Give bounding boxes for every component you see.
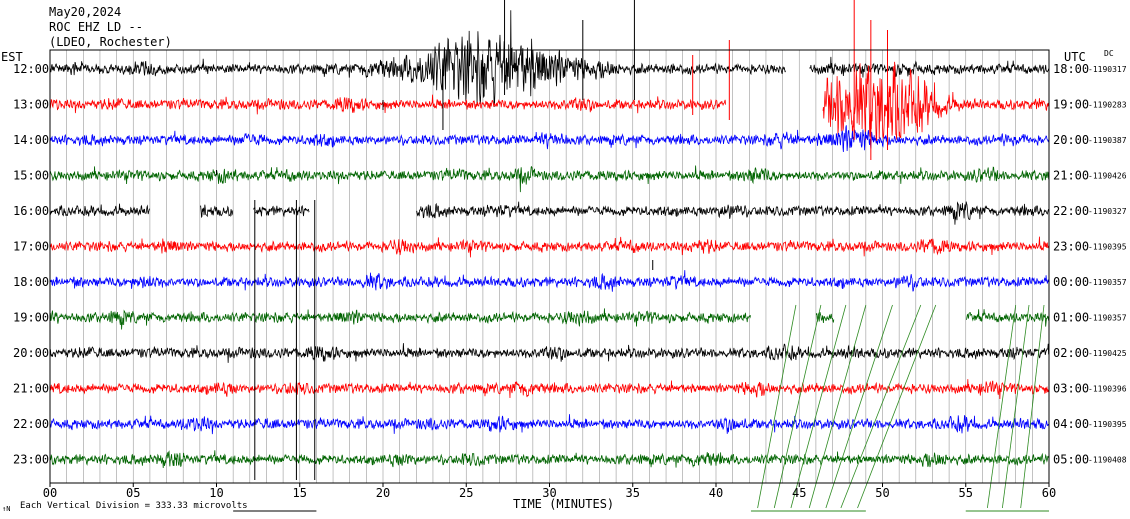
dc-offset-label: -1190387: [1088, 136, 1127, 145]
trace-row-1700: [49, 236, 1050, 258]
dc-offset-label: -1190357: [1088, 278, 1127, 287]
dc-offset-label: -1190426: [1088, 172, 1127, 181]
est-hour-label: 12:00: [13, 62, 49, 76]
trace-row-2000: [49, 343, 1050, 363]
x-tick-label: 45: [792, 486, 806, 500]
vertical-division-note: Each Vertical Division = 333.33 microvol…: [20, 501, 248, 511]
est-hour-label: 22:00: [13, 417, 49, 431]
plot-frame: [49, 49, 1050, 484]
north-mark: ↑N: [2, 505, 10, 513]
est-hour-label: 15:00: [13, 169, 49, 183]
trace-row-1600: [49, 201, 1050, 225]
dc-offset-label: -1190396: [1088, 385, 1127, 394]
left-timezone-label: EST: [1, 50, 23, 64]
event-markers: [216, 0, 1049, 512]
dc-offset-label: -1190317: [1088, 65, 1127, 74]
trace-row-2200: [49, 414, 1050, 435]
est-hour-label: 20:00: [13, 346, 49, 360]
dc-offset-label: -1190357: [1088, 314, 1127, 323]
x-tick-label: 55: [959, 486, 973, 500]
trace-row-1900: [49, 308, 1050, 330]
x-tick-label: 50: [875, 486, 889, 500]
event-diagonal: [773, 304, 822, 509]
utc-hour-label: 23:00: [1053, 240, 1089, 254]
utc-hour-label: 20:00: [1053, 133, 1089, 147]
est-hour-label: 21:00: [13, 382, 49, 396]
network-label: (LDEO, Rochester): [49, 35, 172, 49]
utc-hour-label: 22:00: [1053, 204, 1089, 218]
x-tick-label: 30: [542, 486, 556, 500]
x-tick-label: 20: [376, 486, 390, 500]
dc-offset-label: -1190425: [1088, 349, 1127, 358]
dc-offset-label: -1190408: [1088, 456, 1127, 465]
utc-hour-label: 02:00: [1053, 346, 1089, 360]
x-tick-label: 00: [43, 486, 57, 500]
est-hour-label: 16:00: [13, 204, 49, 218]
x-tick-label: 25: [459, 486, 473, 500]
utc-hour-label: 00:00: [1053, 275, 1089, 289]
utc-hour-label: 18:00: [1053, 62, 1089, 76]
x-tick-label: 10: [209, 486, 223, 500]
station-label: ROC EHZ LD --: [49, 20, 143, 34]
date-label: May20,2024: [49, 5, 121, 19]
trace-row-1800: [49, 270, 1050, 292]
event-diagonal: [857, 304, 937, 509]
event-diagonal: [986, 304, 1017, 509]
event-diagonal: [808, 304, 867, 509]
utc-hour-label: 01:00: [1053, 311, 1089, 325]
event-diagonal: [1020, 304, 1045, 509]
dc-offset-label: -1190327: [1088, 207, 1127, 216]
x-tick-label: 05: [126, 486, 140, 500]
est-hour-label: 23:00: [13, 453, 49, 467]
utc-hour-label: 19:00: [1053, 98, 1089, 112]
est-hour-label: 14:00: [13, 133, 49, 147]
utc-hour-label: 03:00: [1053, 382, 1089, 396]
utc-hour-label: 21:00: [1053, 169, 1089, 183]
utc-hour-label: 04:00: [1053, 417, 1089, 431]
trace-row-2100: [49, 379, 1050, 400]
event-diagonal: [757, 304, 797, 509]
trace-row-1200: [49, 10, 1050, 108]
event-diagonal: [1001, 304, 1030, 509]
x-axis-label: TIME (MINUTES): [513, 497, 614, 511]
event-diagonal: [790, 304, 847, 509]
est-hour-label: 19:00: [13, 311, 49, 325]
dc-offset-label: -1190395: [1088, 243, 1127, 252]
est-hour-label: 13:00: [13, 98, 49, 112]
est-hour-label: 17:00: [13, 240, 49, 254]
x-tick-label: 35: [626, 486, 640, 500]
x-tick-label: 40: [709, 486, 723, 500]
event-diagonal: [825, 304, 893, 509]
trace-row-2300: [49, 450, 1050, 469]
right-timezone-label: UTC: [1064, 50, 1086, 64]
utc-hour-label: 05:00: [1053, 453, 1089, 467]
x-tick-label: 15: [293, 486, 307, 500]
trace-row-1300: [49, 61, 1050, 144]
dc-label: DC: [1104, 49, 1114, 58]
x-axis-ticks: 00 05 10 15 20 25 30 35 40 45 50 55 60: [43, 483, 1056, 500]
x-tick-label: 60: [1042, 486, 1056, 500]
est-hour-label: 18:00: [13, 275, 49, 289]
dc-offset-label: -1190395: [1088, 420, 1127, 429]
minute-gridlines: [66, 50, 1033, 483]
dc-offset-label: -1190283: [1088, 101, 1127, 110]
seismic-traces: [49, 10, 1050, 469]
trace-row-1400: [49, 125, 1050, 153]
event-diagonal: [840, 304, 922, 509]
